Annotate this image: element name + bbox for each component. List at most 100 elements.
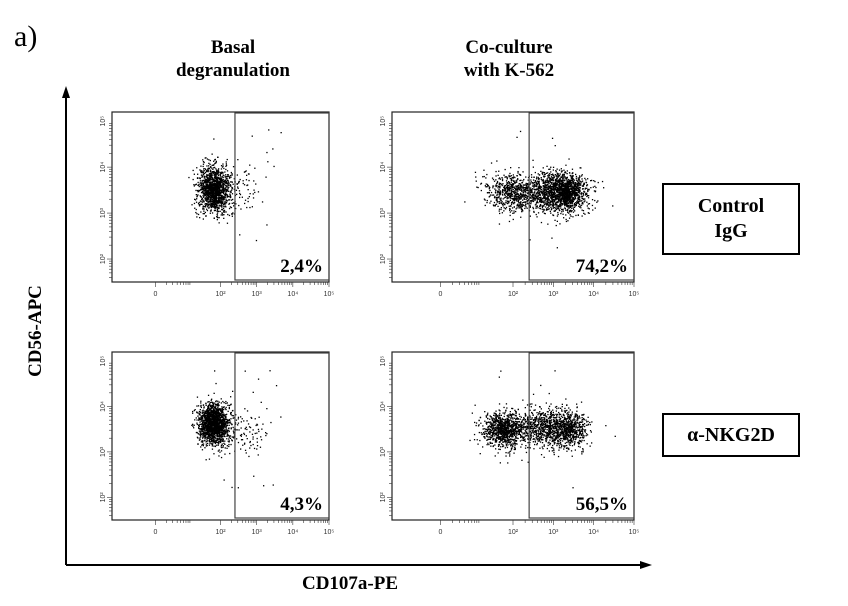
event-dot [515, 180, 517, 182]
event-dot [244, 171, 246, 173]
event-dot [575, 185, 577, 187]
event-dot [223, 183, 225, 186]
event-dot [211, 185, 213, 187]
event-dot [211, 174, 213, 176]
event-dot [215, 437, 217, 439]
event-dot [509, 172, 511, 175]
event-dot [552, 214, 555, 217]
event-dot [213, 188, 215, 190]
event-dot [582, 194, 585, 196]
event-dot [525, 187, 527, 189]
event-dot [202, 159, 204, 161]
event-dot [553, 194, 555, 196]
event-dot [200, 196, 202, 198]
event-dot [568, 203, 570, 205]
event-dot [581, 209, 583, 211]
event-dot [501, 203, 504, 206]
event-dot [542, 204, 544, 207]
event-dot [243, 184, 246, 186]
event-dot [578, 203, 581, 206]
event-dot [193, 202, 196, 205]
event-dot [526, 195, 528, 197]
event-dot [555, 194, 557, 196]
event-dot [566, 180, 568, 182]
event-dot [549, 191, 551, 193]
event-dot [559, 194, 561, 197]
event-dot [223, 413, 225, 415]
event-dot [215, 177, 218, 180]
event-dot [203, 411, 205, 413]
event-dot [560, 212, 562, 215]
event-dot [586, 187, 588, 189]
event-dot [219, 200, 221, 202]
event-dot [225, 163, 227, 165]
event-dot [539, 199, 541, 201]
event-dot [587, 212, 589, 214]
event-dot [587, 190, 589, 192]
event-dot [527, 183, 529, 185]
event-dot [218, 442, 220, 445]
event-dot [532, 200, 534, 202]
event-dot [544, 194, 546, 196]
event-dot [227, 184, 230, 186]
event-dot [550, 194, 552, 196]
event-dot [197, 415, 199, 417]
condition-label-control-igg: Control IgG [662, 183, 800, 255]
event-dot [556, 198, 559, 200]
event-dot [550, 189, 552, 191]
event-dot [559, 189, 561, 192]
event-dot [224, 205, 227, 207]
event-dot [572, 211, 575, 213]
event-dot [547, 184, 549, 186]
event-dot [216, 205, 218, 207]
event-dot [196, 213, 198, 215]
event-dot [219, 438, 221, 440]
event-dot [561, 204, 563, 206]
event-dot [595, 186, 597, 189]
event-dot [222, 189, 225, 192]
event-dot [558, 169, 561, 171]
event-dot [565, 172, 567, 174]
event-dot [536, 176, 538, 178]
event-dot [546, 178, 548, 180]
event-dot [198, 183, 200, 186]
event-dot [213, 180, 215, 182]
event-dot [207, 198, 210, 200]
event-dot [229, 195, 232, 197]
event-dot [573, 198, 575, 200]
event-dot [216, 191, 218, 193]
event-dot [537, 182, 539, 184]
event-dot [553, 182, 555, 185]
event-dot [231, 173, 233, 175]
event-dot [223, 192, 225, 194]
event-dot [266, 151, 268, 154]
event-dot [556, 207, 558, 209]
event-dot [215, 198, 217, 200]
event-dot [219, 177, 221, 179]
event-dot [490, 191, 493, 194]
event-dot [588, 208, 590, 210]
event-dot [207, 191, 210, 193]
event-dot [545, 188, 547, 191]
event-dot [554, 174, 556, 176]
event-dot [549, 172, 551, 175]
event-dot [567, 178, 569, 181]
event-dot [587, 197, 590, 199]
event-dot [236, 183, 238, 185]
event-dot [552, 173, 554, 175]
event-dot [211, 172, 213, 174]
event-dot [571, 186, 574, 188]
x-tick-label: 0 [153, 291, 157, 298]
event-dot [226, 222, 229, 224]
event-dot [200, 171, 202, 173]
event-dot [245, 170, 247, 172]
event-dot [555, 189, 557, 191]
event-dot [556, 197, 558, 199]
event-dot [214, 179, 217, 182]
event-dot [582, 203, 584, 205]
event-dot [207, 167, 209, 169]
event-dot [196, 396, 199, 398]
event-dot [206, 186, 208, 189]
event-dot [538, 180, 540, 182]
event-dot [570, 193, 572, 195]
